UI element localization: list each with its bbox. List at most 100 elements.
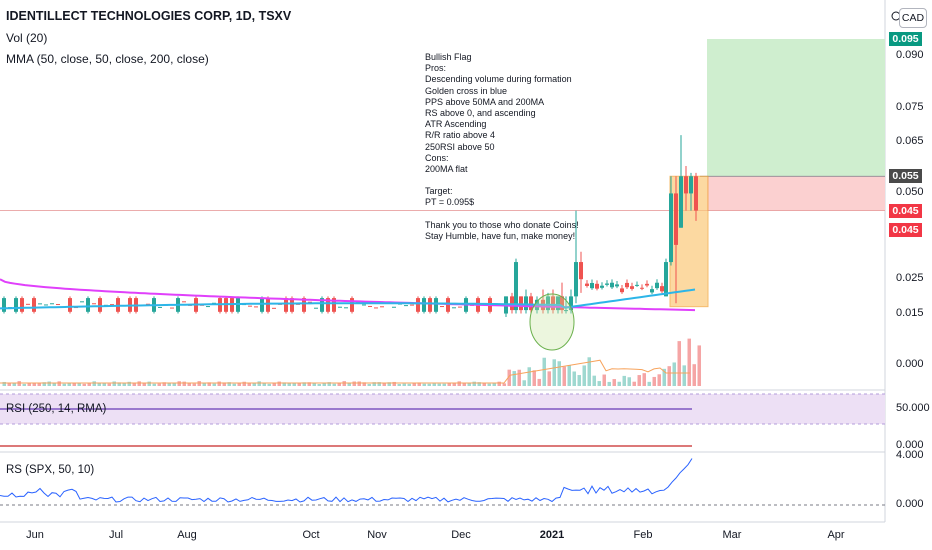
candle-body <box>260 298 264 312</box>
price-tag: 0.055 <box>889 169 922 184</box>
time-tick-label: Nov <box>367 529 387 541</box>
price-tick-label: 0.000 <box>896 358 924 370</box>
volume-bar <box>382 383 386 386</box>
volume-bar <box>507 369 511 386</box>
candle-body <box>416 298 420 312</box>
volume-bar <box>327 382 331 386</box>
currency-button[interactable]: CAD <box>899 8 927 28</box>
ma200-line <box>0 278 696 312</box>
symbol-title[interactable]: IDENTILLECT TECHNOLOGIES CORP, 1D, TSXV <box>6 9 292 23</box>
volume-bar <box>552 359 556 386</box>
volume-bar <box>77 383 81 386</box>
volume-bar <box>692 364 696 386</box>
volume-bar <box>667 366 671 386</box>
target-zone <box>707 39 885 177</box>
volume-bar <box>352 381 356 386</box>
volume-bar <box>12 383 16 386</box>
candle-body <box>595 283 599 289</box>
volume-bar <box>107 383 111 386</box>
candle-body <box>625 282 629 288</box>
volume-bar <box>412 382 416 386</box>
candle-body <box>546 296 550 311</box>
time-tick-label: Jul <box>108 529 124 541</box>
note-line: 200MA flat <box>425 164 468 175</box>
volume-bar <box>97 382 101 386</box>
volume-bar <box>157 383 161 386</box>
volume-bar <box>102 382 106 386</box>
volume-bar <box>17 381 21 386</box>
volume-bar <box>32 383 36 386</box>
volume-bar <box>617 381 621 386</box>
volume-bar <box>567 365 571 386</box>
note-line: Cons: <box>425 152 449 163</box>
mma-indicator-label[interactable]: MMA (50, close, 50, close, 200, close) <box>6 52 209 66</box>
volume-bar <box>637 375 641 386</box>
volume-bar <box>467 382 471 386</box>
rsi-tick-label: 50.000 <box>896 402 930 414</box>
price-tick-label: 0.065 <box>896 134 924 147</box>
candle-body <box>326 298 330 312</box>
candle-body <box>519 296 523 311</box>
volume-bar <box>642 373 646 386</box>
volume-bar <box>447 383 451 386</box>
candle-body <box>574 262 578 297</box>
volume-bar <box>337 382 341 386</box>
candle-body <box>350 298 354 312</box>
volume-bar <box>232 383 236 386</box>
note-line: 250RSI above 50 <box>425 141 495 152</box>
rsi-panel-label[interactable]: RSI (250, 14, RMA) <box>6 403 107 415</box>
candle-body <box>556 296 560 311</box>
volume-bar <box>407 383 411 386</box>
candle-body <box>529 296 533 311</box>
volume-bar <box>7 383 11 386</box>
note-line: Golden cross in blue <box>425 85 508 96</box>
candle-body <box>664 262 668 297</box>
volume-bar <box>52 382 56 386</box>
note-line: Stay Humble, have fun, make money! <box>425 230 576 241</box>
time-tick-label: Aug <box>177 529 197 541</box>
candle-body <box>266 298 270 312</box>
volume-bar <box>302 382 306 386</box>
volume-bar <box>527 367 531 386</box>
volume-bar <box>282 382 286 386</box>
volume-bar <box>92 381 96 386</box>
volume-bar <box>242 381 246 386</box>
volume-indicator-label[interactable]: Vol (20) <box>6 31 48 45</box>
volume-bar <box>262 383 266 386</box>
candle-body <box>302 298 306 312</box>
volume-bar <box>517 369 521 386</box>
volume-bar <box>362 382 366 386</box>
candle-body <box>605 283 609 285</box>
volume-bar <box>647 381 651 386</box>
candle-body <box>20 298 24 312</box>
candle-body <box>669 193 673 263</box>
volume-bar <box>452 382 456 386</box>
candle-body <box>650 289 654 293</box>
candle-body <box>290 298 294 312</box>
note-line: PT = 0.095$ <box>425 197 475 208</box>
volume-bar <box>342 381 346 386</box>
time-tick-label: Dec <box>451 529 471 541</box>
volume-bar <box>272 382 276 386</box>
volume-bar <box>42 382 46 386</box>
volume-bar <box>432 383 436 386</box>
rs-line <box>0 458 693 503</box>
volume-bar <box>387 382 391 386</box>
note-line: Bullish Flag <box>425 52 472 62</box>
volume-bar <box>202 382 206 386</box>
volume-bar <box>492 382 496 386</box>
price-tick-label: 0.090 <box>896 49 924 62</box>
candle-body <box>524 296 528 311</box>
note-line: Thank you to those who donate Coins! <box>425 219 579 230</box>
volume-bar <box>587 357 591 386</box>
candle-body <box>510 296 514 311</box>
volume-bar <box>357 381 361 386</box>
volume-bar <box>252 382 256 386</box>
volume-bar <box>177 381 181 386</box>
time-tick-label: Mar <box>722 529 742 541</box>
price-tag: 0.045 <box>889 203 922 218</box>
volume-bar <box>292 382 296 386</box>
note-line: R/R ratio above 4 <box>425 130 496 141</box>
rs-panel-label[interactable]: RS (SPX, 50, 10) <box>6 464 95 476</box>
volume-bar <box>562 366 566 386</box>
